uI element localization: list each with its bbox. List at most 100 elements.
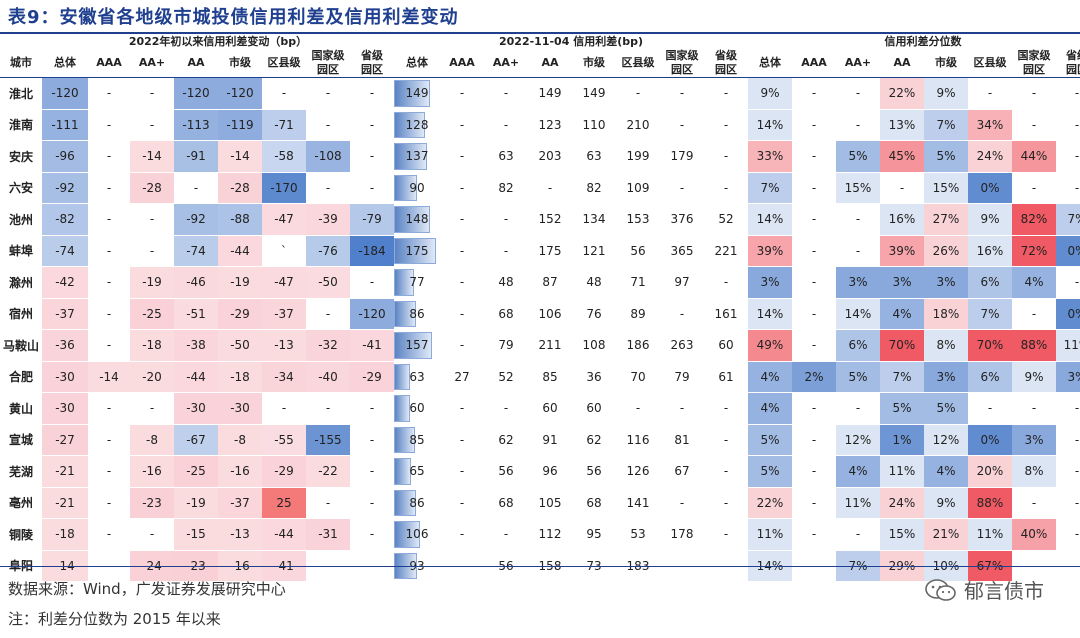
chg-cell: -32 [306,329,350,362]
city-cell: 六安 [0,172,42,204]
sp-cell: - [660,392,704,425]
chg-cell: -79 [350,203,394,236]
sp-cell: 61 [704,361,748,393]
chg-cell: - [306,487,350,519]
chg-cell: - [88,77,130,110]
city-cell: 宿州 [0,298,42,330]
sp-cell: 116 [616,424,660,456]
chg-cell: - [306,392,350,425]
sp-cell: 82 [484,172,528,204]
sp-cell: 175 [394,235,440,267]
spread-bar [394,174,417,201]
sp-cell: 27 [440,361,484,393]
spread-bar [394,332,432,359]
chg-cell: - [306,109,350,141]
pct-cell: 16% [968,235,1012,267]
pct-cell: - [792,455,836,488]
chg-cell: -50 [306,266,350,299]
pct-cell: 2% [792,361,836,393]
pct-cell: - [836,109,880,141]
pct-cell: 6% [836,329,880,362]
sp-cell: 68 [484,298,528,330]
spread-value: 86 [409,306,425,321]
sp-cell: - [484,235,528,267]
pct-cell: 5% [748,424,792,456]
chg-cell: -34 [262,361,306,393]
pct-cell: 82% [1012,203,1056,236]
sp-cell: - [660,172,704,204]
sp-cell: 90 [394,172,440,204]
chg-cell: -30 [174,392,218,425]
sp-cell: 70 [616,361,660,393]
sp-cell: 161 [704,298,748,330]
sp-cell: 56 [616,235,660,267]
sp-cell: 108 [572,329,616,362]
sp-cell: - [704,518,748,551]
chg-cell: - [306,172,350,204]
pct-cell: - [1012,77,1056,110]
sp-cell: 112 [528,518,572,551]
sp-cell: - [440,298,484,330]
sp-cell: 149 [394,77,440,110]
chg-cell: -30 [218,392,262,425]
chg-cell: -21 [42,455,88,488]
header-chg-4: 市级 [218,49,262,78]
pct-cell: 1% [880,424,924,456]
pct-cell: - [1056,487,1080,519]
chg-cell: -14 [130,140,174,173]
header-pct-1: AAA [792,49,836,78]
chg-cell: -14 [42,550,88,582]
chg-cell: - [174,172,218,204]
pct-cell: - [1056,518,1080,551]
spread-bar [394,206,430,233]
table-row: 铜陵 -18- - -15 -13 -44 -31-106- -112 95 53 178-11% -… [0,518,1080,551]
header-sp-5: 区县级 [616,49,660,78]
pct-cell: 4% [748,361,792,393]
sp-cell: - [484,77,528,110]
pct-cell: 88% [968,487,1012,519]
chg-cell: -120 [174,77,218,110]
sp-cell: 211 [528,329,572,362]
chg-cell: -31 [306,518,350,551]
sp-cell: 52 [704,203,748,236]
city-cell: 宣城 [0,424,42,456]
chg-cell: -108 [306,140,350,173]
pct-cell: 11% [748,518,792,551]
sp-cell: - [440,235,484,267]
chg-cell: -14 [88,361,130,393]
spread-value: 175 [405,243,429,258]
pct-cell: - [880,172,924,204]
spread-value: 60 [409,401,425,416]
table-row: 黄山 -30- - -30 -30- - -60- -60 60- - -4% - -5% 5% - - - [0,392,1080,425]
pct-cell: 3% [1056,361,1080,393]
spread-bar [394,237,436,264]
sp-cell: 77 [394,266,440,299]
pct-cell: - [792,424,836,456]
spread-bar [394,395,410,422]
sp-cell: - [704,487,748,519]
pct-cell: 14% [748,203,792,236]
group-spread: 2022-11-04 信用利差(bp) [499,34,643,48]
pct-cell: - [792,298,836,330]
table-row: 淮南 -111- - -113 -119 -71- -128- -123 110 210- -14%… [0,109,1080,141]
header-chg-2: AA+ [130,49,174,78]
chg-cell: -30 [42,361,88,393]
pct-cell: - [836,235,880,267]
pct-cell: 0% [968,424,1012,456]
spread-bar [394,458,411,485]
pct-cell: - [792,140,836,173]
spread-bar [394,521,421,548]
sp-cell: 56 [484,550,528,582]
sp-cell: - [704,77,748,110]
pct-cell: 20% [968,455,1012,488]
sp-cell: - [440,424,484,456]
pct-cell: 4% [748,392,792,425]
sp-cell: - [616,77,660,110]
chg-cell: -44 [218,235,262,267]
pct-cell: - [1056,172,1080,204]
chg-cell: -46 [174,266,218,299]
chg-cell: -96 [42,140,88,173]
pct-cell: 14% [748,109,792,141]
sp-cell: - [704,550,748,582]
sp-cell: 89 [616,298,660,330]
